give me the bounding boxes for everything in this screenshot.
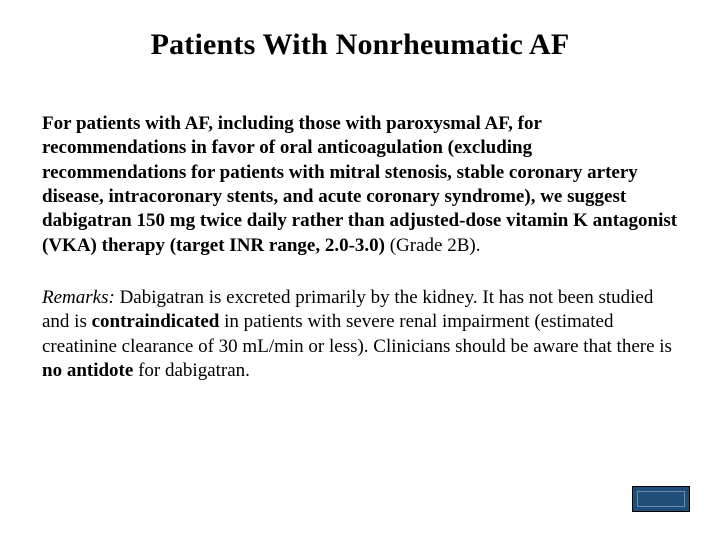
slide-title: Patients With Nonrheumatic AF — [42, 28, 678, 62]
main-recommendation-paragraph: For patients with AF, including those wi… — [42, 112, 678, 258]
remarks-paragraph: Remarks: Dabigatran is excreted primaril… — [42, 286, 678, 383]
grade-text: (Grade 2B). — [385, 235, 481, 256]
slide-container: Patients With Nonrheumatic AF For patien… — [0, 0, 720, 540]
decorative-corner-box — [632, 486, 690, 512]
remarks-label: Remarks: — [42, 287, 115, 308]
remarks-bold-contraindicated: contraindicated — [92, 311, 220, 332]
remarks-text-3: for dabigatran. — [133, 360, 250, 381]
main-recommendation-text: For patients with AF, including those wi… — [42, 113, 677, 256]
remarks-bold-no-antidote: no antidote — [42, 360, 133, 381]
